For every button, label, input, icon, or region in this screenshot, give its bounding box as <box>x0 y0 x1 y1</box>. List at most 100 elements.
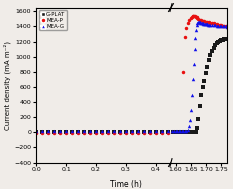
Point <box>221 39 224 42</box>
Point <box>213 24 217 27</box>
Point <box>218 23 221 26</box>
Point <box>187 19 191 22</box>
Point <box>189 17 193 20</box>
Point <box>184 130 188 133</box>
Point <box>186 129 190 132</box>
Point <box>200 22 204 25</box>
Point <box>76 129 80 132</box>
Point <box>201 19 205 22</box>
Point <box>40 130 44 133</box>
Point <box>175 130 179 133</box>
Point <box>88 130 92 133</box>
Point <box>194 15 198 18</box>
Point <box>148 129 152 132</box>
Point <box>94 131 98 134</box>
Point <box>178 129 182 132</box>
Point <box>212 24 215 27</box>
Point <box>166 131 170 134</box>
Point <box>46 131 50 134</box>
Point <box>70 129 74 132</box>
Legend: G-PLAT, MEA-P, MEA-G: G-PLAT, MEA-P, MEA-G <box>39 10 67 30</box>
Point <box>112 129 116 132</box>
Point <box>192 14 196 17</box>
Point <box>52 130 56 133</box>
Point <box>58 130 62 133</box>
Point <box>216 24 220 27</box>
Point <box>130 131 134 134</box>
Point <box>40 131 44 134</box>
Point <box>198 18 202 21</box>
Point <box>166 129 170 132</box>
Point <box>192 130 196 133</box>
Point <box>154 131 158 134</box>
Y-axis label: Current density (mA m⁻²): Current density (mA m⁻²) <box>4 41 11 129</box>
Point <box>154 130 158 133</box>
Point <box>199 21 202 24</box>
Point <box>210 24 214 27</box>
Point <box>130 129 134 132</box>
Point <box>198 104 202 107</box>
Point <box>180 130 183 133</box>
Point <box>219 39 223 42</box>
Point <box>106 129 110 132</box>
Point <box>202 22 206 25</box>
Point <box>154 129 158 132</box>
Point <box>212 46 215 49</box>
Point <box>216 40 220 43</box>
Point <box>189 130 193 133</box>
Point <box>184 26 188 29</box>
Point <box>225 37 229 40</box>
Point <box>106 131 110 134</box>
Point <box>172 130 176 133</box>
Point <box>224 25 227 28</box>
Point <box>209 23 212 26</box>
Point <box>195 126 199 129</box>
Point <box>193 130 197 133</box>
Point <box>202 22 205 25</box>
Point <box>205 23 209 26</box>
Point <box>188 119 192 122</box>
Point <box>94 129 98 132</box>
Point <box>224 37 227 40</box>
Point <box>34 130 38 133</box>
Point <box>199 93 203 96</box>
Point <box>70 131 74 134</box>
Point <box>174 130 177 133</box>
Point <box>52 131 56 134</box>
Point <box>207 23 211 26</box>
Point <box>118 131 122 134</box>
Point <box>195 17 199 20</box>
Point <box>46 129 50 132</box>
Point <box>196 117 200 120</box>
Point <box>40 129 44 132</box>
Point <box>82 129 86 132</box>
Point <box>195 23 199 26</box>
Point <box>195 21 199 24</box>
Point <box>218 24 221 27</box>
Point <box>180 129 183 132</box>
Point <box>64 129 68 132</box>
Point <box>201 85 205 88</box>
Point <box>100 131 104 134</box>
Point <box>82 131 86 134</box>
Point <box>206 23 209 26</box>
Point <box>221 24 224 27</box>
Point <box>202 79 206 82</box>
Point <box>70 130 74 133</box>
Point <box>207 59 211 62</box>
Point <box>64 130 68 133</box>
Point <box>76 131 80 134</box>
Point <box>224 25 227 28</box>
Point <box>124 131 128 134</box>
Point <box>94 130 98 133</box>
Point <box>190 93 194 96</box>
Point <box>196 20 200 23</box>
Point <box>76 130 80 133</box>
Point <box>193 36 197 39</box>
Point <box>106 130 110 133</box>
Point <box>199 22 203 25</box>
Point <box>142 129 146 132</box>
Point <box>118 130 122 133</box>
Point <box>209 21 212 24</box>
Point <box>136 130 140 133</box>
